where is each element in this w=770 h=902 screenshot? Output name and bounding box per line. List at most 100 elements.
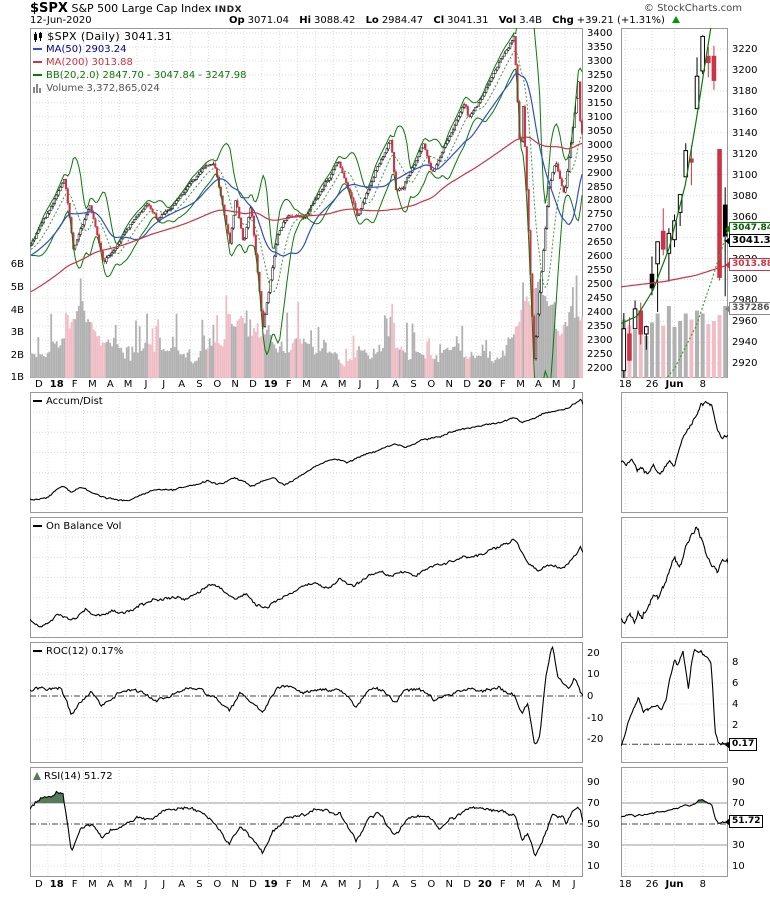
month-axis-labels: D 18 F M A M J J A S O N D 19 F M A M J J A S O N D 20 F M A M J [30,379,583,392]
roc-axis-labels: 20 10 0 -10 -20 [584,642,624,763]
axis-tick-label: 10 [732,860,745,872]
roc-panel [30,642,583,763]
quote-label: Hi [299,15,312,26]
quote-value: 2984.47 [381,15,424,26]
axis-tick-label: 3300 [587,55,613,67]
axis-tick-label: 2B [10,349,24,361]
quote-label: Chg [552,15,574,26]
accum-dist-mini-panel [621,392,728,513]
ma50-swatch [33,48,42,50]
volume-icon [33,83,41,93]
month-label: M [337,379,347,390]
obv-panel [30,517,583,638]
month-label: F [71,879,78,890]
axis-tick-label: 4B [10,304,24,316]
month-label: 18 [49,879,64,890]
volume-callout: 3372865 [725,302,770,315]
quote-label: Op [229,15,245,26]
month-label: A [392,379,400,390]
month-label: D [35,379,43,390]
month-label: D [249,379,257,390]
axis-tick-label: 3B [10,327,24,339]
candlestick-icon [34,32,42,42]
month-label: S [410,879,417,890]
month-label: F [499,879,506,890]
month-label: S [196,879,203,890]
axis-tick-label: 2250 [587,348,613,360]
mini-price-axis-labels: 3220320031803160314031203100308030603040… [729,28,769,378]
ma200-callout: 3013.88 [725,258,770,271]
month-label: M [123,379,133,390]
date-label: Jun [665,879,684,890]
close-callout: 3041.31 [725,234,770,247]
axis-tick-label: 2200 [587,362,613,374]
month-label: O [213,879,222,890]
month-label: N [231,879,239,890]
axis-tick-label: 70 [587,798,600,809]
date-label: 8 [699,879,707,890]
month-label: O [427,379,436,390]
axis-tick-label: 3180 [732,85,758,97]
bb-swatch [33,74,42,76]
axis-tick-label: 3250 [587,69,613,81]
legend-title: $SPX (Daily) 3041.31 [47,30,173,43]
axis-tick-label: 2940 [732,337,758,349]
month-axis-labels: D 18 F M A M J J A S O N D 19 F M A M J J A S O N D 20 F M A M J [30,879,583,892]
accum-dist-label: Accum/Dist [33,396,103,407]
date-label: 18 [618,379,632,390]
axis-tick-label: 2800 [587,195,613,207]
month-label: M [516,879,525,890]
month-label: A [106,379,114,390]
axis-tick-label: 3160 [732,106,758,118]
legend-ma200: MA(200) 3013.88 [46,57,133,68]
quote-label: Cl [433,15,445,26]
month-label: M [123,879,133,890]
legend-ma50: MA(50) 2903.24 [46,44,127,55]
main-price-chart [30,28,583,378]
axis-tick-label: 2700 [587,223,613,235]
month-label: D [463,879,471,890]
month-label: D [249,879,257,890]
month-label: J [358,379,362,390]
date-label: 26 [645,879,659,890]
axis-tick-label: 3200 [732,64,758,76]
axis-tick-label: 2550 [587,265,613,277]
month-label: A [392,879,400,890]
axis-tick-label: 2900 [587,167,613,179]
date-label: 18 [618,879,632,890]
exchange-label: INDX [214,5,243,15]
month-label: F [71,379,78,390]
month-label: J [572,879,576,890]
month-label: N [231,379,239,390]
month-label: J [162,379,166,390]
month-label: M [88,379,97,390]
symbol-name: S&P 500 Large Cap Index [71,2,212,15]
month-label: F [285,879,292,890]
quote-label: Lo [365,15,379,26]
month-label: M [337,879,347,890]
axis-tick-label: 20 [587,647,600,659]
month-label: 18 [49,379,64,390]
month-label: A [178,879,186,890]
rsi-panel [30,767,583,877]
axis-tick-label: 3140 [732,127,758,139]
quote-value: +39.21 (+1.31%) [576,15,665,26]
stockcharts-credit: © StockCharts.com [643,3,742,14]
axis-tick-label: 3150 [587,97,613,109]
axis-tick-label: 2400 [587,307,613,319]
line-swatch [33,650,42,652]
axis-tick-label: 2750 [587,209,613,221]
axis-tick-label: 3060 [732,211,758,223]
mini-price-chart [621,28,728,378]
month-label: F [499,379,506,390]
month-label: J [144,879,148,890]
legend-volume: Volume 3,372,865,024 [46,83,160,94]
rsi-axis-labels: 90 70 50 30 10 [584,767,624,877]
axis-tick-label: 8 [732,656,739,668]
axis-tick-label: 3100 [732,169,758,181]
accum-dist-panel [30,392,583,513]
month-label: 20 [477,879,492,890]
month-label: J [376,879,380,890]
axis-tick-label: 3000 [732,274,758,286]
date-label: Jun [665,379,684,390]
